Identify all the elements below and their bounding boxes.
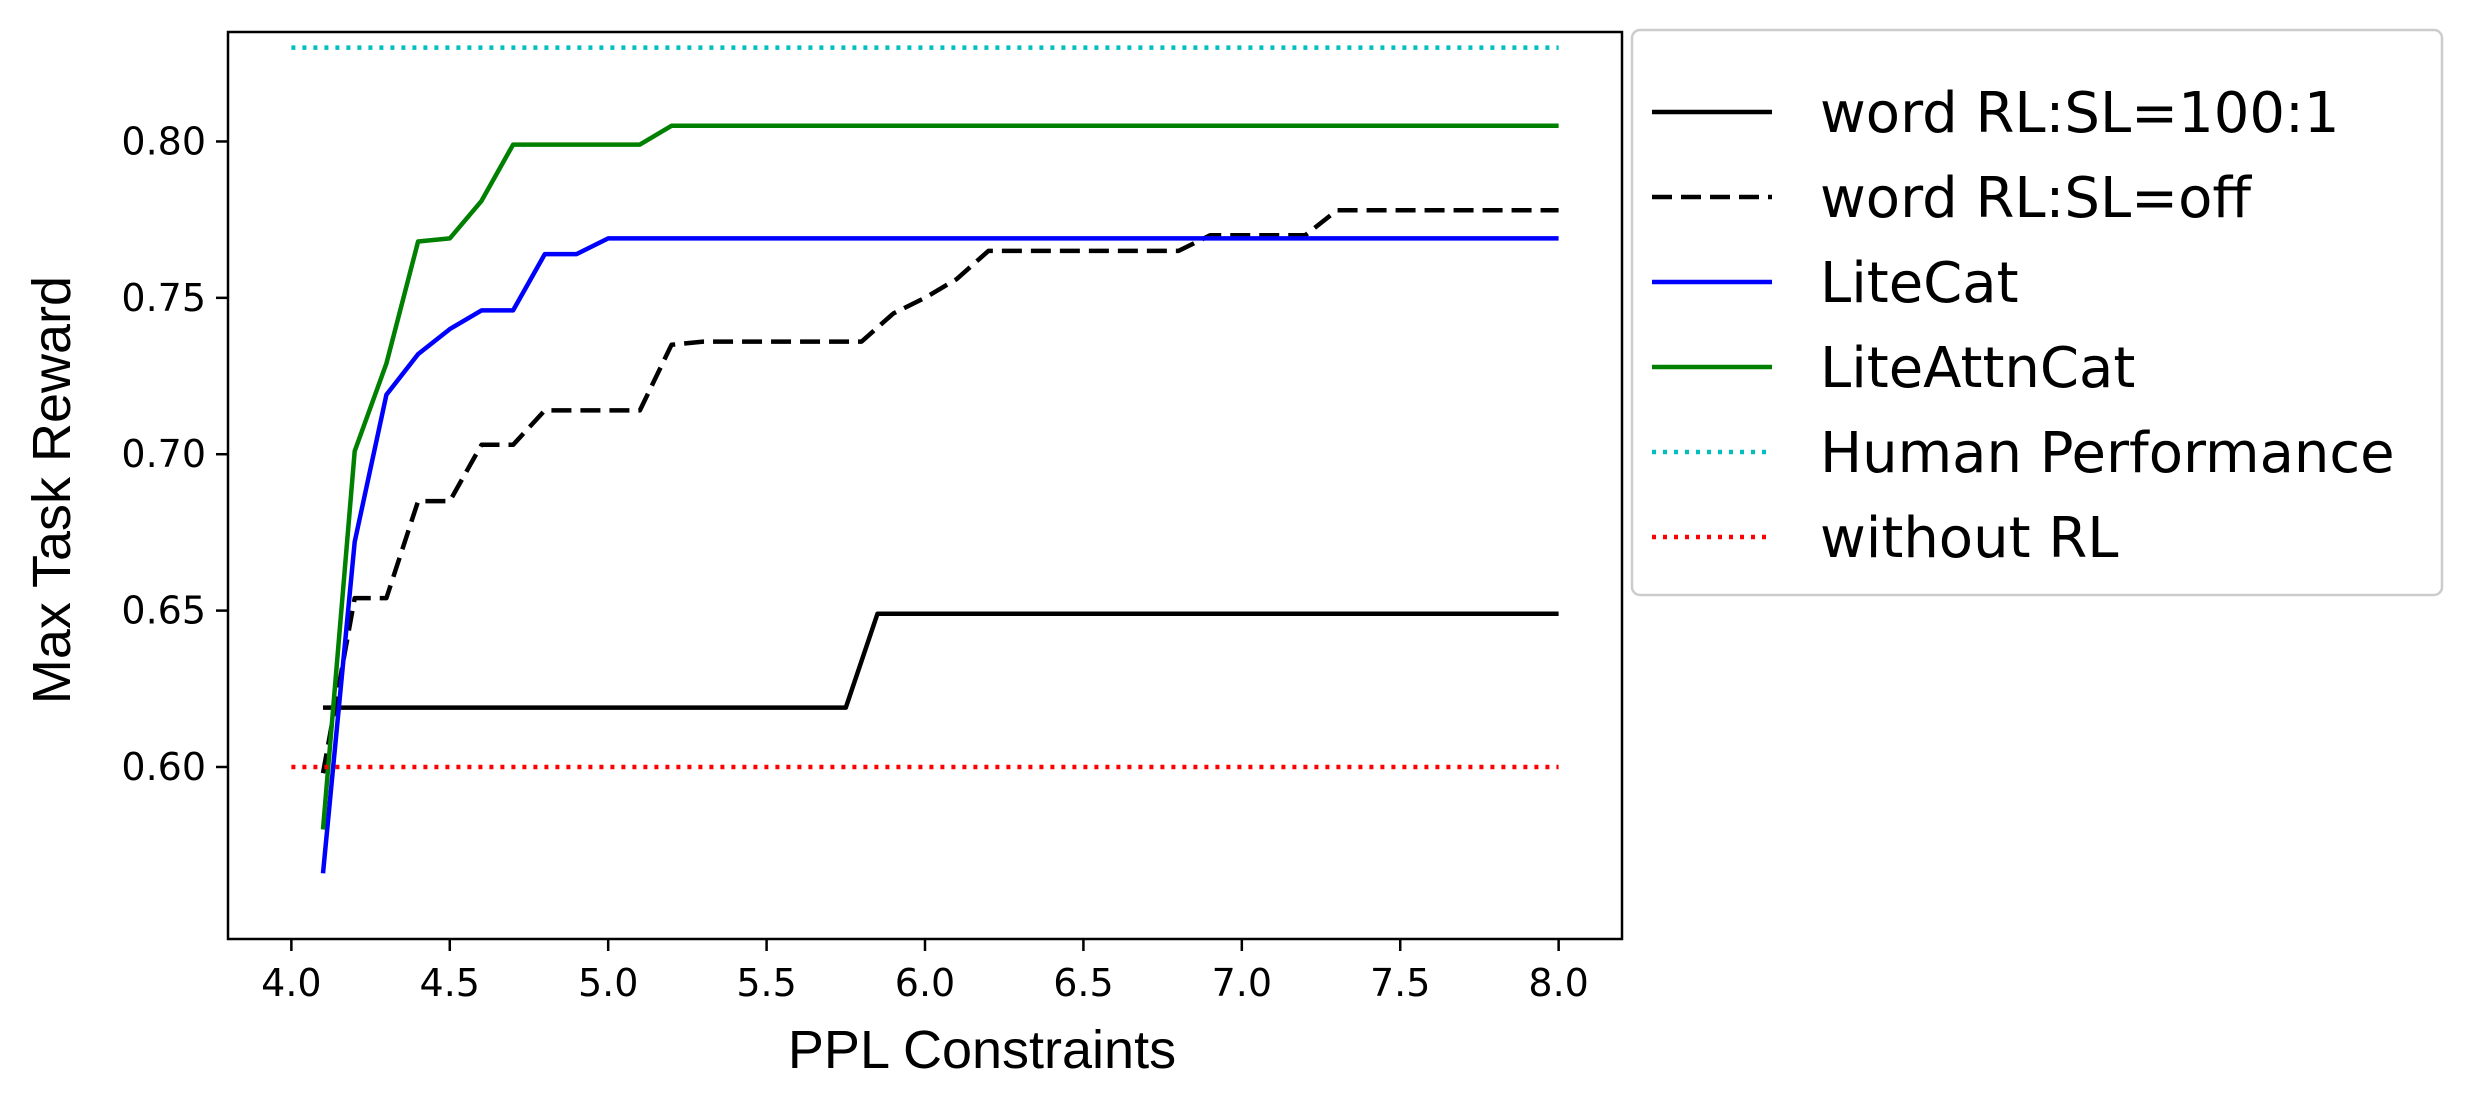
legend-label-5: without RL bbox=[1820, 506, 2118, 571]
legend-label-1: word RL:SL=off bbox=[1820, 166, 2252, 231]
series-line-1 bbox=[320, 208, 1559, 774]
series-line-3 bbox=[320, 123, 1559, 830]
y-tick-label: 0.65 bbox=[121, 589, 206, 633]
series-line-0 bbox=[323, 611, 1559, 710]
legend-label-4: Human Performance bbox=[1820, 421, 2395, 486]
x-tick-label: 7.0 bbox=[1212, 961, 1272, 1005]
y-tick-label: 0.60 bbox=[121, 745, 206, 789]
x-axis-ticks: 4.0 4.5 5.0 5.5 6.0 6.5 7.0 7.5 8.0 bbox=[261, 939, 1589, 1005]
x-tick-label: 4.5 bbox=[420, 961, 480, 1005]
x-tick-label: 5.0 bbox=[578, 961, 638, 1005]
legend: word RL:SL=100:1 word RL:SL=off LiteCat Lit… bbox=[1630, 28, 2444, 597]
x-axis-title: PPL Constraints bbox=[788, 1020, 1176, 1080]
series-line-2 bbox=[320, 236, 1559, 874]
x-tick-label: 6.5 bbox=[1053, 961, 1113, 1005]
y-tick-label: 0.80 bbox=[121, 119, 206, 163]
y-axis-ticks: 0.60 0.65 0.70 0.75 0.80 bbox=[121, 119, 228, 789]
plot-area bbox=[226, 30, 1624, 941]
plot-frame bbox=[226, 30, 1624, 941]
y-axis-title: Max Task Reward bbox=[22, 276, 82, 704]
legend-label-0: word RL:SL=100:1 bbox=[1820, 81, 2339, 146]
legend-label-2: LiteCat bbox=[1820, 251, 2019, 316]
x-tick-label: 4.0 bbox=[261, 961, 321, 1005]
legend-label-3: LiteAttnCat bbox=[1820, 336, 2135, 401]
x-tick-label: 6.0 bbox=[895, 961, 955, 1005]
x-tick-label: 8.0 bbox=[1528, 961, 1588, 1005]
x-tick-label: 5.5 bbox=[736, 961, 796, 1005]
y-tick-label: 0.70 bbox=[121, 432, 206, 476]
y-tick-label: 0.75 bbox=[121, 276, 206, 320]
legend-frame bbox=[1630, 28, 2444, 597]
x-tick-label: 7.5 bbox=[1370, 961, 1430, 1005]
